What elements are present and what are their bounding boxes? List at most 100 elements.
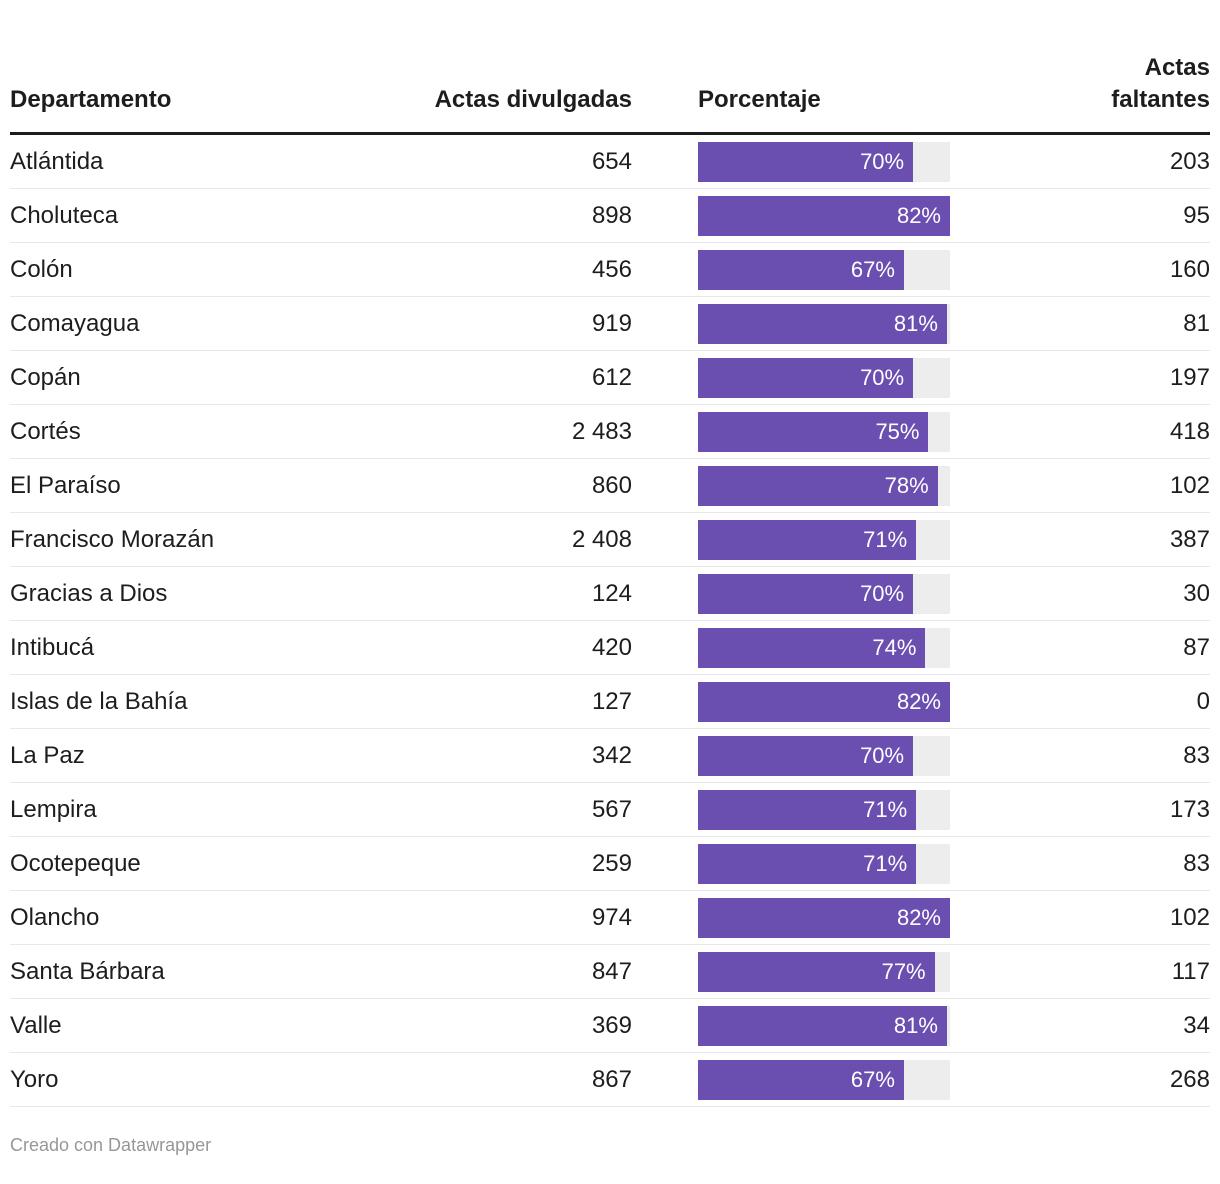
cell-departamento: Francisco Morazán [10, 525, 215, 553]
table-row: Islas de la Bahía 127 82% 0 [10, 675, 1210, 729]
cell-departamento: Yoro [10, 1065, 59, 1093]
percentage-bar-label: 82% [896, 202, 941, 228]
cell-actas-divulgadas: 898 [591, 201, 632, 229]
cell-departamento: Ocotepeque [10, 849, 141, 877]
percentage-bar-label: 70% [860, 580, 905, 606]
percentage-bar-fill: 71% [698, 789, 917, 830]
cell-actas-divulgadas: 259 [591, 849, 632, 877]
cell-actas-faltantes: 83 [1183, 849, 1210, 877]
table-row: La Paz 342 70% 83 [10, 729, 1210, 783]
cell-departamento: Copán [10, 363, 81, 391]
cell-departamento: Colón [10, 255, 73, 283]
cell-departamento: Valle [10, 1011, 62, 1039]
cell-actas-faltantes: 117 [1171, 957, 1210, 985]
cell-actas-faltantes: 0 [1196, 687, 1210, 715]
table-row: Intibucá 420 74% 87 [10, 621, 1210, 675]
cell-actas-divulgadas: 369 [591, 1011, 632, 1039]
cell-departamento: Intibucá [10, 633, 95, 661]
cell-actas-divulgadas: 127 [591, 687, 632, 715]
cell-actas-divulgadas: 124 [591, 579, 632, 607]
percentage-bar-fill: 70% [698, 573, 914, 614]
cell-departamento: Cortés [10, 417, 81, 445]
table-row: Yoro 867 67% 268 [10, 1053, 1210, 1107]
cell-departamento: Gracias a Dios [10, 579, 168, 607]
cell-actas-faltantes: 102 [1169, 903, 1210, 931]
table-row: El Paraíso 860 78% 102 [10, 459, 1210, 513]
percentage-bar-fill: 75% [698, 411, 929, 452]
cell-departamento: El Paraíso [10, 471, 121, 499]
cell-actas-faltantes: 83 [1183, 741, 1210, 769]
cell-actas-divulgadas: 2 408 [571, 525, 632, 553]
table-row: Copán 612 70% 197 [10, 351, 1210, 405]
cell-actas-faltantes: 81 [1183, 309, 1210, 337]
percentage-bar-track: 71% [698, 789, 950, 830]
percentage-bar-label: 75% [875, 418, 920, 444]
percentage-bar-fill: 70% [698, 141, 914, 182]
percentage-bar-track: 78% [698, 465, 950, 506]
cell-actas-divulgadas: 654 [591, 147, 632, 175]
percentage-bar-label: 67% [850, 1066, 895, 1092]
cell-departamento: Choluteca [10, 201, 119, 229]
percentage-bar-track: 70% [698, 735, 950, 776]
table-row: Gracias a Dios 124 70% 30 [10, 567, 1210, 621]
column-header-porcentaje: Porcentaje [698, 86, 821, 113]
percentage-bar-track: 81% [698, 303, 950, 344]
datawrapper-table: Departamento Actas divulgadas Porcentaje… [10, 0, 1210, 1107]
cell-actas-divulgadas: 567 [591, 795, 632, 823]
cell-actas-faltantes: 173 [1169, 795, 1210, 823]
percentage-bar-track: 71% [698, 843, 950, 884]
table-row: Valle 369 81% 34 [10, 999, 1210, 1053]
cell-actas-faltantes: 197 [1169, 363, 1210, 391]
cell-actas-faltantes: 95 [1183, 201, 1210, 229]
percentage-bar-fill: 71% [698, 843, 917, 884]
percentage-bar-fill: 67% [698, 1059, 904, 1100]
percentage-bar-fill: 74% [698, 627, 926, 668]
column-header-actas-faltantes: Actas faltantes [1111, 54, 1210, 113]
percentage-bar-track: 81% [698, 1005, 950, 1046]
percentage-bar-track: 70% [698, 573, 950, 614]
cell-actas-divulgadas: 867 [591, 1065, 632, 1093]
percentage-bar-track: 82% [698, 195, 950, 236]
percentage-bar-track: 67% [698, 1059, 950, 1100]
cell-actas-faltantes: 203 [1169, 147, 1210, 175]
cell-departamento: Lempira [10, 795, 97, 823]
percentage-bar-fill: 77% [698, 951, 935, 992]
cell-actas-divulgadas: 420 [591, 633, 632, 661]
cell-actas-faltantes: 160 [1169, 255, 1210, 283]
table-header-row: Departamento Actas divulgadas Porcentaje… [10, 0, 1210, 135]
percentage-bar-fill: 82% [698, 195, 950, 236]
percentage-bar-track: 77% [698, 951, 950, 992]
percentage-bar-fill: 78% [698, 465, 938, 506]
percentage-bar-label: 70% [860, 148, 905, 174]
cell-actas-divulgadas: 612 [591, 363, 632, 391]
percentage-bar-track: 74% [698, 627, 950, 668]
cell-actas-divulgadas: 919 [591, 309, 632, 337]
cell-actas-divulgadas: 456 [591, 255, 632, 283]
percentage-bar-fill: 81% [698, 1005, 947, 1046]
percentage-bar-label: 71% [863, 796, 908, 822]
cell-actas-divulgadas: 847 [591, 957, 632, 985]
percentage-bar-label: 71% [863, 526, 908, 552]
cell-actas-faltantes: 34 [1183, 1011, 1210, 1039]
cell-departamento: Comayagua [10, 309, 140, 337]
table-row: Cortés 2 483 75% 418 [10, 405, 1210, 459]
datawrapper-attribution-link[interactable]: Creado con Datawrapper [10, 1135, 212, 1155]
percentage-bar-label: 70% [860, 742, 905, 768]
cell-departamento: Olancho [10, 903, 100, 931]
attribution-footer: Creado con Datawrapper [10, 1135, 1220, 1156]
percentage-bar-label: 82% [896, 904, 941, 930]
percentage-bar-track: 70% [698, 357, 950, 398]
cell-actas-faltantes: 268 [1169, 1065, 1210, 1093]
percentage-bar-label: 70% [860, 364, 905, 390]
percentage-bar-label: 81% [893, 310, 938, 336]
percentage-bar-label: 78% [884, 472, 929, 498]
table-row: Colón 456 67% 160 [10, 243, 1210, 297]
percentage-bar-label: 71% [863, 850, 908, 876]
cell-actas-divulgadas: 974 [591, 903, 632, 931]
cell-departamento: Islas de la Bahía [10, 687, 188, 715]
cell-departamento: Atlántida [10, 147, 104, 175]
percentage-bar-track: 82% [698, 897, 950, 938]
percentage-bar-track: 70% [698, 141, 950, 182]
cell-actas-divulgadas: 860 [591, 471, 632, 499]
column-header-actas-divulgadas: Actas divulgadas [434, 86, 632, 113]
